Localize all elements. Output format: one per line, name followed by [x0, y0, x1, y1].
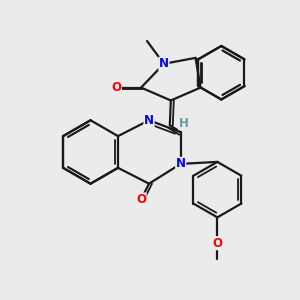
- Text: N: N: [144, 114, 154, 127]
- Text: H: H: [179, 117, 189, 130]
- Text: O: O: [212, 237, 222, 250]
- Text: N: N: [159, 57, 169, 70]
- Text: O: O: [111, 81, 121, 94]
- Text: O: O: [136, 193, 146, 206]
- Text: N: N: [176, 158, 186, 170]
